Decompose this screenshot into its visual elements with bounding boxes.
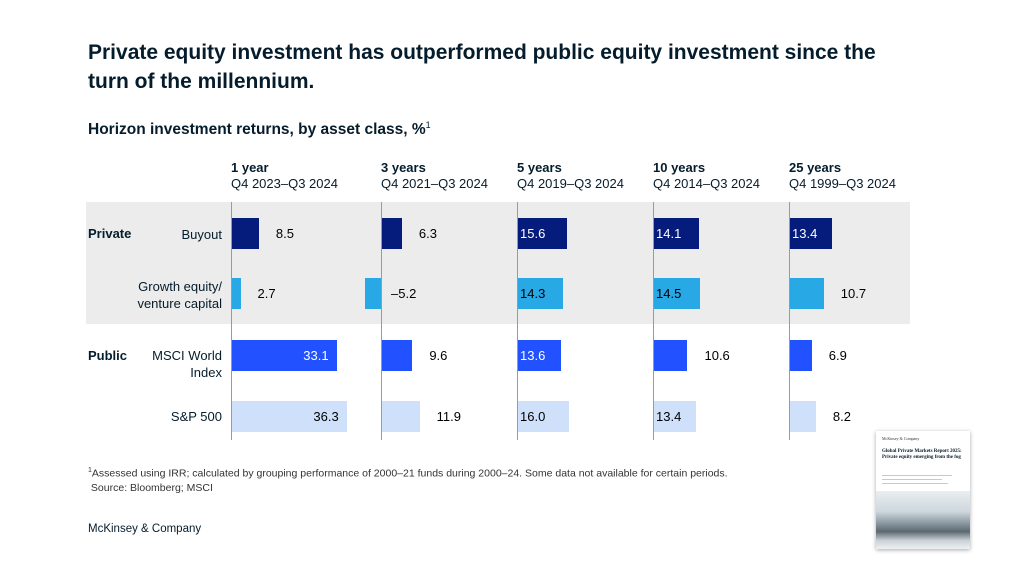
column-horizon: 10 years	[653, 160, 706, 175]
data-label: 16.0	[520, 409, 546, 424]
column-header: 25 years Q4 1999–Q3 2024	[789, 160, 896, 192]
column-period: Q4 2014–Q3 2024	[653, 176, 760, 191]
data-label: 6.3	[418, 226, 437, 241]
data-label: 36.3	[313, 409, 339, 424]
data-bar	[232, 401, 347, 432]
data-bar	[654, 278, 700, 309]
row-label: S&P 500	[170, 409, 222, 424]
data-label: –5.2	[391, 286, 417, 301]
zero-axis-line	[653, 202, 654, 440]
zero-axis-line	[517, 202, 518, 440]
data-label: 6.9	[828, 348, 847, 363]
column-header: 10 years Q4 2014–Q3 2024	[653, 160, 760, 192]
data-label: 2.7	[257, 286, 276, 301]
data-bar	[232, 340, 337, 371]
report-rule	[882, 483, 948, 484]
zero-axis-line	[381, 202, 382, 440]
data-label: 14.3	[520, 286, 546, 301]
report-title: Global Private Markets Report 2025: Priv…	[882, 449, 962, 460]
data-label: 11.9	[436, 409, 461, 424]
footnote-marker: 1	[88, 467, 92, 474]
column-period: Q4 2023–Q3 2024	[231, 176, 338, 191]
zero-axis-line	[231, 202, 232, 440]
data-bar	[364, 278, 381, 309]
data-label: 14.1	[656, 226, 682, 241]
report-brand: McKinsey & Company	[882, 436, 920, 441]
data-bar	[518, 218, 568, 249]
group-label: Private	[88, 226, 132, 241]
data-bar	[518, 340, 561, 371]
row-label: Buyout	[181, 227, 222, 242]
data-bar	[382, 218, 402, 249]
data-label: 14.5	[656, 286, 682, 301]
zero-axis-line	[789, 202, 790, 440]
footnote-text: Assessed using IRR; calculated by groupi…	[91, 467, 728, 480]
data-bar	[790, 401, 816, 432]
column-horizon: 25 years	[789, 160, 842, 175]
data-label: 10.7	[840, 286, 867, 301]
data-bar	[654, 401, 697, 432]
column-horizon: 1 year	[231, 160, 269, 175]
column-period: Q4 2021–Q3 2024	[381, 176, 488, 191]
column-header: 3 years Q4 2021–Q3 2024	[381, 160, 488, 192]
subtitle-footnote-marker: 1	[425, 120, 431, 130]
data-label: 13.4	[792, 226, 818, 241]
column-period: Q4 1999–Q3 2024	[789, 176, 896, 191]
column-horizon: 3 years	[381, 160, 426, 175]
chart-subtitle: Horizon investment returns, by asset cla…	[88, 120, 431, 139]
data-bar	[654, 218, 699, 249]
data-label: 8.2	[832, 409, 851, 424]
data-label: 33.1	[303, 348, 329, 363]
data-label: 13.4	[656, 409, 682, 424]
data-bar	[518, 278, 564, 309]
data-bar	[790, 218, 833, 249]
data-bar	[382, 401, 420, 432]
data-bar	[518, 401, 569, 432]
report-thumbnail[interactable]: McKinsey & Company Global Private Market…	[876, 431, 970, 549]
data-label: 9.6	[429, 348, 448, 363]
column-header: 1 year Q4 2023–Q3 2024	[231, 160, 338, 192]
brand-name: McKinsey & Company	[88, 523, 202, 535]
data-bar	[232, 278, 241, 309]
chart-title: Private equity investment has outperform…	[88, 41, 876, 93]
source-text: Source: Bloomberg; MSCI	[90, 481, 213, 494]
subtitle-text: Horizon investment returns, by asset cla…	[88, 121, 426, 139]
data-bar	[654, 340, 688, 371]
data-label: 13.6	[520, 348, 546, 363]
row-label: MSCI World Index	[152, 348, 222, 380]
private-band	[86, 202, 910, 324]
report-cover-image	[876, 491, 970, 549]
data-bar	[232, 218, 259, 249]
report-rule	[882, 475, 952, 476]
column-horizon: 5 years	[517, 160, 562, 175]
data-bar	[790, 340, 812, 371]
group-label: Public	[88, 348, 128, 363]
footnote: 1Assessed using IRR; calculated by group…	[88, 464, 728, 495]
data-label: 8.5	[275, 226, 294, 241]
row-label: Growth equity/venture capital	[137, 279, 222, 311]
data-label: 15.6	[520, 226, 546, 241]
column-period: Q4 2019–Q3 2024	[517, 176, 624, 191]
report-rule	[882, 479, 942, 480]
data-bar	[382, 340, 413, 371]
data-bar	[790, 278, 824, 309]
data-label: 10.6	[704, 348, 730, 363]
column-header: 5 years Q4 2019–Q3 2024	[517, 160, 624, 192]
